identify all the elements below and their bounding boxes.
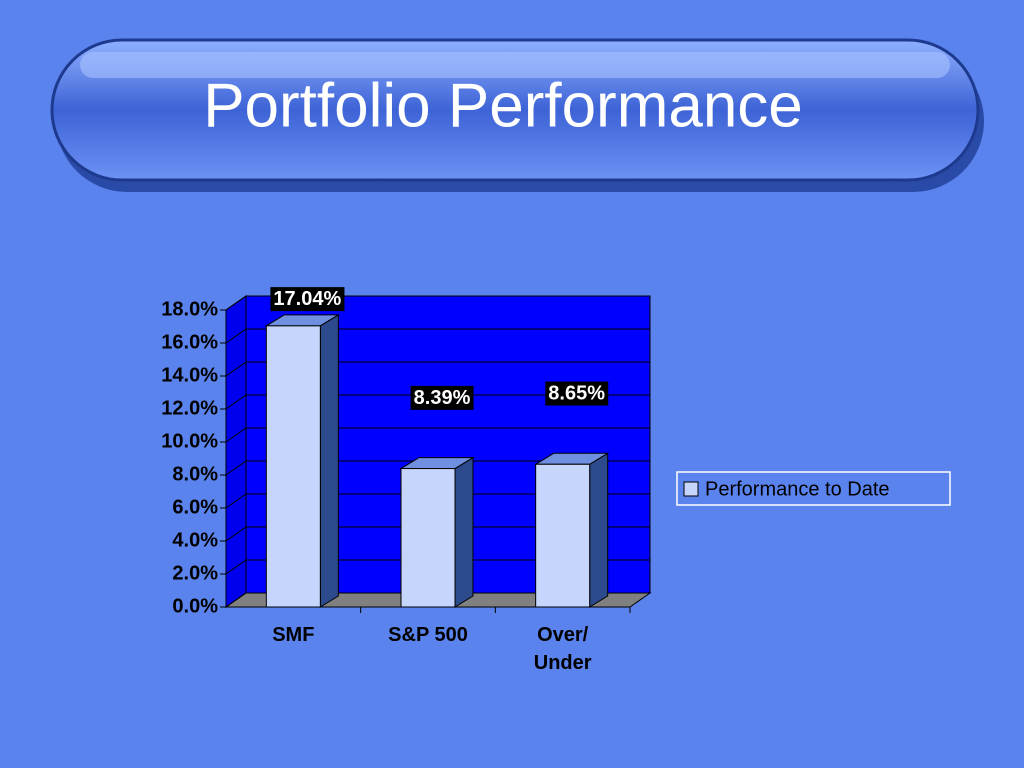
y-tick-label: 0.0% bbox=[172, 595, 218, 617]
data-label: 8.39% bbox=[414, 387, 471, 409]
bar-side bbox=[319, 313, 339, 608]
legend-swatch bbox=[683, 481, 699, 497]
y-tick-label: 4.0% bbox=[172, 529, 218, 551]
data-label-bg bbox=[545, 381, 609, 406]
y-tick-label: 18.0% bbox=[161, 298, 218, 320]
y-tick-label: 2.0% bbox=[172, 562, 218, 584]
bar-side bbox=[454, 456, 474, 608]
y-tick-label: 16.0% bbox=[161, 331, 218, 353]
grid-line bbox=[225, 361, 650, 377]
grid-line bbox=[225, 559, 650, 575]
grid-line bbox=[225, 526, 650, 542]
grid-line bbox=[225, 460, 650, 476]
x-tick-label: SMF bbox=[272, 624, 315, 646]
side-wall bbox=[225, 295, 247, 608]
y-tick-label: 8.0% bbox=[172, 463, 218, 485]
data-label-bg bbox=[270, 287, 345, 312]
data-label: 8.65% bbox=[548, 383, 605, 405]
grid-line bbox=[225, 493, 650, 509]
grid-line bbox=[225, 394, 650, 410]
bar bbox=[400, 468, 456, 608]
legend-label: Performance to Date bbox=[705, 478, 890, 500]
grid-line bbox=[225, 295, 650, 311]
data-label-bg bbox=[410, 385, 474, 410]
chart-title: Portfolio Performance bbox=[203, 71, 803, 140]
grid-line bbox=[225, 427, 650, 443]
y-tick-label: 12.0% bbox=[161, 397, 218, 419]
bar bbox=[265, 325, 321, 608]
data-label: 17.04% bbox=[273, 288, 341, 310]
x-tick-label: S&P 500 bbox=[388, 624, 468, 646]
y-tick-label: 14.0% bbox=[161, 364, 218, 386]
legend-box bbox=[676, 471, 951, 506]
bar bbox=[535, 463, 591, 608]
plot-area: 0.0% 2.0% 4.0% 6.0% 8.0% 10.0% 12.0% 14.0% 16.0%… bbox=[161, 287, 951, 617]
y-tick-label: 10.0% bbox=[161, 430, 218, 452]
bar-side bbox=[589, 452, 609, 608]
banner-highlight bbox=[80, 52, 950, 78]
x-tick-label: Over/ Under bbox=[533, 624, 592, 674]
grid-line bbox=[225, 328, 650, 344]
grid-line bbox=[225, 592, 650, 608]
y-tick-label: 6.0% bbox=[172, 496, 218, 518]
